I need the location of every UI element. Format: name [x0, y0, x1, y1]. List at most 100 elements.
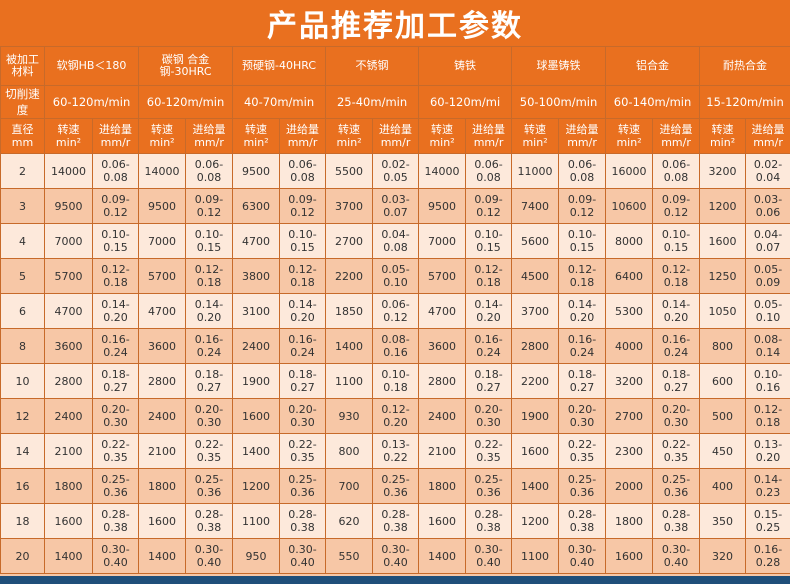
material-header-row: 被加工材料 软钢HB＜180 碳钢 合金钢-30HRC 预硬钢-40HRC 不锈钢 铸铁…: [0, 46, 790, 86]
rpm-cell: 1900: [232, 363, 281, 399]
feed-cell: 0.30-0.40: [465, 538, 513, 574]
page-title: 产品推荐加工参数: [0, 0, 790, 46]
rpm-header: 转速min²: [44, 118, 93, 154]
rpm-cell: 2700: [605, 398, 654, 434]
feed-cell: 0.18-0.27: [91, 363, 140, 399]
feed-cell: 0.28-0.38: [558, 503, 607, 539]
feed-cell: 0.16-0.24: [465, 328, 513, 364]
feed-cell: 0.22-0.35: [465, 433, 513, 469]
feed-cell: 0.09-0.12: [279, 188, 327, 224]
rpm-cell: 5600: [511, 223, 560, 259]
rpm-cell: 2200: [511, 363, 560, 399]
rpm-cell: 1600: [511, 433, 560, 469]
feed-cell: 0.14-0.20: [185, 293, 234, 329]
feed-cell: 0.03-0.07: [372, 188, 420, 224]
table-row: 8 3600 0.16-0.24 3600 0.16-0.24 2400 0.16-0.24…: [0, 328, 790, 364]
feed-cell: 0.10-0.15: [185, 223, 234, 259]
rpm-cell: 1250: [699, 258, 747, 294]
parameter-table: 被加工材料 软钢HB＜180 碳钢 合金钢-30HRC 预硬钢-40HRC 不锈钢 铸铁…: [0, 46, 790, 574]
rpm-cell: 1400: [325, 328, 374, 364]
rpm-cell: 14000: [44, 153, 93, 189]
rpm-cell: 2100: [418, 433, 467, 469]
feed-cell: 0.14-0.20: [652, 293, 701, 329]
feed-cell: 0.18-0.27: [652, 363, 701, 399]
feed-header: 进给量mm/r: [279, 118, 327, 154]
rpm-cell: 10600: [605, 188, 654, 224]
rpm-cell: 620: [325, 503, 374, 539]
diameter-cell: 8: [0, 328, 45, 364]
rpm-cell: 7000: [44, 223, 93, 259]
feed-cell: 0.10-0.15: [558, 223, 607, 259]
feed-cell: 0.10-0.18: [372, 363, 420, 399]
material-name: 碳钢 合金钢-30HRC: [138, 46, 234, 86]
feed-cell: 0.28-0.38: [465, 503, 513, 539]
diameter-cell: 14: [0, 433, 45, 469]
rpm-header: 转速min²: [605, 118, 654, 154]
feed-cell: 0.12-0.20: [372, 398, 420, 434]
feed-header: 进给量mm/r: [465, 118, 513, 154]
rpm-cell: 1800: [138, 468, 187, 504]
rpm-cell: 2800: [44, 363, 93, 399]
feed-header: 进给量mm/r: [745, 118, 790, 154]
material-name: 不锈钢: [325, 46, 420, 86]
rpm-cell: 3200: [605, 363, 654, 399]
rpm-cell: 1400: [44, 538, 93, 574]
rpm-cell: 5700: [138, 258, 187, 294]
rpm-cell: 1600: [138, 503, 187, 539]
speed-header-row: 切削速度 60-120m/min 60-120m/min 40-70m/min 25-…: [0, 85, 790, 119]
feed-cell: 0.12-0.18: [465, 258, 513, 294]
feed-cell: 0.22-0.35: [652, 433, 701, 469]
feed-cell: 0.18-0.27: [185, 363, 234, 399]
rpm-cell: 1800: [44, 468, 93, 504]
rpm-cell: 4500: [511, 258, 560, 294]
feed-cell: 0.09-0.12: [185, 188, 234, 224]
rpm-cell: 6400: [605, 258, 654, 294]
rpm-cell: 2800: [511, 328, 560, 364]
rpm-cell: 500: [699, 398, 747, 434]
rpm-cell: 7000: [418, 223, 467, 259]
feed-cell: 0.06-0.08: [465, 153, 513, 189]
feed-cell: 0.22-0.35: [185, 433, 234, 469]
feed-cell: 0.28-0.38: [185, 503, 234, 539]
rpm-cell: 2400: [138, 398, 187, 434]
table-row: 5 5700 0.12-0.18 5700 0.12-0.18 3800 0.12-0.18…: [0, 258, 790, 294]
diameter-cell: 3: [0, 188, 45, 224]
feed-cell: 0.12-0.18: [279, 258, 327, 294]
rpm-cell: 3100: [232, 293, 281, 329]
table-row: 14 2100 0.22-0.35 2100 0.22-0.35 1400 0.22-0.3…: [0, 433, 790, 469]
feed-cell: 0.18-0.27: [558, 363, 607, 399]
cutting-speed-value: 60-120m/min: [43, 85, 140, 119]
subheader-row: 直径mm 转速min² 进给量mm/r 转速min² 进给量mm/r 转速min² 进给量…: [0, 118, 790, 154]
feed-cell: 0.06-0.08: [279, 153, 327, 189]
rpm-cell: 400: [699, 468, 747, 504]
feed-cell: 0.25-0.36: [558, 468, 607, 504]
rpm-cell: 1400: [232, 433, 281, 469]
feed-cell: 0.30-0.40: [91, 538, 140, 574]
rpm-cell: 320: [699, 538, 747, 574]
rpm-cell: 3200: [699, 153, 747, 189]
bottom-strip: [0, 576, 790, 584]
rpm-cell: 2300: [605, 433, 654, 469]
material-label: 被加工材料: [0, 46, 45, 86]
rpm-cell: 350: [699, 503, 747, 539]
rpm-cell: 9500: [232, 153, 281, 189]
rpm-cell: 2700: [325, 223, 374, 259]
rpm-cell: 2100: [44, 433, 93, 469]
feed-cell: 0.06-0.12: [372, 293, 420, 329]
table-row: 18 1600 0.28-0.38 1600 0.28-0.38 1100 0.28-0.3…: [0, 503, 790, 539]
rpm-cell: 4700: [418, 293, 467, 329]
feed-cell: 0.10-0.15: [465, 223, 513, 259]
rpm-cell: 3700: [325, 188, 374, 224]
rpm-cell: 9500: [418, 188, 467, 224]
rpm-header: 转速min²: [418, 118, 467, 154]
table-row: 16 1800 0.25-0.36 1800 0.25-0.36 1200 0.25-0.3…: [0, 468, 790, 504]
rpm-cell: 14000: [418, 153, 467, 189]
rpm-cell: 1100: [232, 503, 281, 539]
rpm-cell: 3800: [232, 258, 281, 294]
feed-cell: 0.28-0.38: [91, 503, 140, 539]
feed-cell: 0.03-0.06: [745, 188, 790, 224]
feed-cell: 0.04-0.07: [745, 223, 790, 259]
feed-cell: 0.10-0.15: [91, 223, 140, 259]
diameter-cell: 10: [0, 363, 45, 399]
rpm-cell: 2400: [232, 328, 281, 364]
